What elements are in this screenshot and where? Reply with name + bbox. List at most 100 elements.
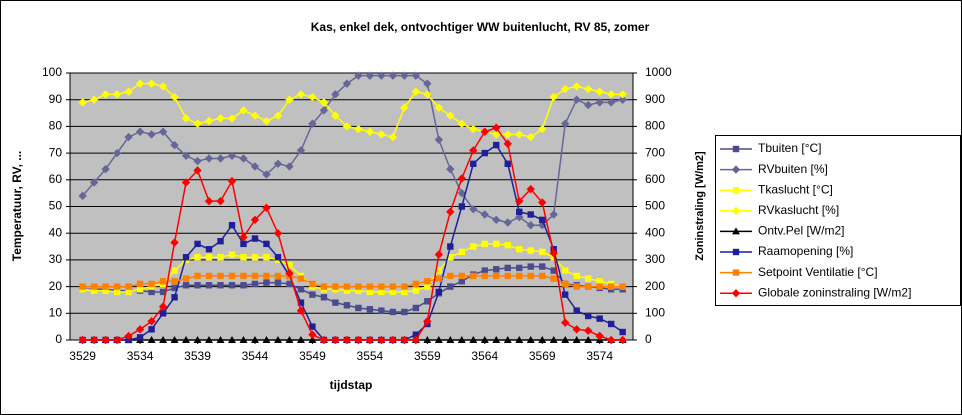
- marker: [263, 240, 270, 248]
- marker: [562, 280, 569, 288]
- marker: [194, 240, 201, 248]
- legend-marker: [731, 289, 741, 298]
- marker: [434, 336, 443, 343]
- marker: [273, 111, 283, 120]
- x-tick-label: 3569: [529, 349, 556, 363]
- legend-marker: [731, 206, 741, 215]
- y2-tick-label: 800: [645, 119, 665, 133]
- marker: [446, 207, 455, 217]
- marker: [182, 254, 190, 261]
- marker: [400, 103, 409, 112]
- marker: [343, 283, 351, 290]
- marker: [158, 302, 168, 311]
- marker: [158, 127, 168, 136]
- marker: [342, 122, 352, 131]
- marker: [457, 174, 467, 183]
- marker: [607, 320, 615, 328]
- marker: [228, 272, 236, 280]
- marker: [434, 135, 444, 144]
- marker: [447, 272, 454, 280]
- marker: [618, 90, 627, 99]
- y2-axis-label: Zoninstraling [W/m2]: [694, 151, 706, 261]
- marker: [227, 151, 237, 160]
- marker: [457, 336, 466, 343]
- marker: [148, 288, 155, 296]
- legend-label: Tbuiten [°C]: [758, 141, 822, 155]
- marker: [285, 336, 294, 343]
- marker: [193, 156, 202, 166]
- marker: [493, 141, 500, 149]
- marker: [319, 106, 329, 115]
- marker: [493, 272, 500, 280]
- marker: [124, 87, 133, 96]
- marker: [297, 275, 305, 282]
- marker: [377, 335, 386, 345]
- marker: [527, 272, 534, 280]
- marker: [435, 288, 443, 296]
- marker: [573, 272, 580, 280]
- marker: [389, 308, 397, 316]
- marker: [516, 264, 523, 272]
- marker: [516, 272, 523, 280]
- marker: [447, 243, 454, 250]
- marker: [504, 242, 511, 249]
- marker: [377, 71, 386, 80]
- marker: [240, 240, 247, 248]
- marker: [343, 287, 351, 294]
- marker: [434, 250, 444, 259]
- legend-label: Globale zoninstraling [W/m2]: [758, 285, 911, 299]
- marker: [389, 283, 397, 290]
- marker: [296, 90, 306, 99]
- marker: [365, 71, 375, 80]
- marker: [308, 336, 317, 343]
- marker: [400, 335, 409, 345]
- marker: [273, 159, 283, 168]
- legend-label: Tkaslucht [°C]: [758, 182, 833, 196]
- marker: [457, 188, 467, 198]
- marker: [205, 246, 213, 253]
- marker: [159, 278, 167, 285]
- legend-marker: [732, 187, 740, 194]
- y-tick-label: 80: [49, 119, 63, 133]
- x-axis-label: tijdstap: [330, 378, 373, 392]
- marker: [112, 148, 122, 158]
- marker: [250, 215, 260, 225]
- marker: [331, 90, 340, 99]
- marker: [228, 336, 237, 343]
- marker: [159, 288, 167, 296]
- marker: [193, 166, 202, 175]
- y2-tick-label: 100: [645, 305, 665, 319]
- marker: [125, 288, 132, 296]
- marker: [596, 283, 603, 290]
- marker: [136, 280, 144, 288]
- marker: [424, 298, 431, 305]
- marker: [572, 95, 581, 104]
- marker: [194, 254, 201, 261]
- marker: [78, 191, 87, 201]
- marker: [182, 282, 190, 289]
- marker: [342, 79, 352, 88]
- legend-marker: [732, 269, 740, 276]
- y2-tick-label: 0: [645, 332, 652, 346]
- marker: [503, 336, 512, 343]
- marker: [562, 267, 569, 274]
- marker: [205, 272, 213, 280]
- marker: [135, 127, 145, 136]
- marker: [446, 111, 455, 120]
- marker: [526, 220, 535, 230]
- marker: [355, 283, 362, 290]
- marker: [240, 272, 247, 280]
- y-tick-label: 0: [55, 332, 62, 346]
- marker: [447, 254, 454, 261]
- marker: [217, 254, 224, 261]
- x-tick-label: 3559: [414, 349, 441, 363]
- marker: [216, 196, 225, 206]
- marker: [378, 307, 385, 314]
- marker: [308, 92, 317, 102]
- y2-tick-label: 300: [645, 252, 665, 266]
- marker: [515, 212, 524, 222]
- marker: [262, 203, 271, 213]
- marker: [263, 279, 270, 286]
- marker: [469, 146, 478, 155]
- marker: [171, 267, 178, 274]
